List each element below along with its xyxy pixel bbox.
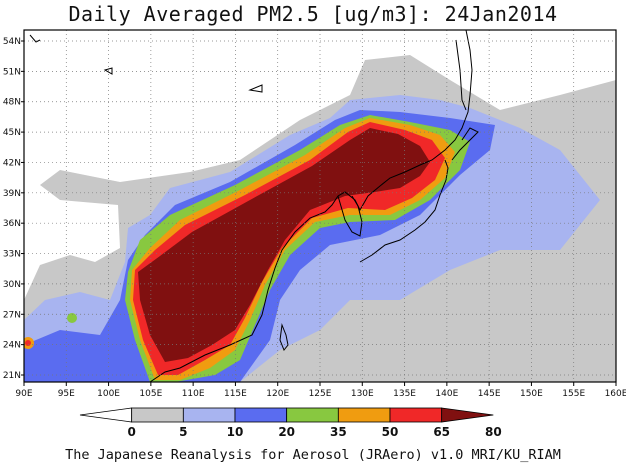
- lon-label: 105E: [139, 389, 162, 399]
- lat-label: 21N: [3, 371, 21, 381]
- colorbar-label: 10: [227, 425, 244, 439]
- lat-label: 30N: [3, 280, 21, 290]
- lat-label: 42N: [3, 158, 21, 168]
- lat-label: 27N: [3, 310, 21, 320]
- lon-label: 160E: [605, 389, 626, 399]
- lat-label: 54N: [3, 37, 21, 47]
- lon-label: 100E: [97, 389, 120, 399]
- colorbar-label: 20: [278, 425, 295, 439]
- lon-label: 145E: [478, 389, 501, 399]
- colorbar: 0 5 10 20 35 50 65 80: [80, 408, 502, 439]
- credit-line: The Japanese Reanalysis for Aerosol (JRA…: [0, 447, 626, 463]
- lon-label: 130E: [351, 389, 374, 399]
- lat-label: 48N: [3, 98, 21, 108]
- lon-label: 115E: [224, 389, 247, 399]
- colorbar-label: 80: [485, 425, 502, 439]
- lat-label: 36N: [3, 219, 21, 229]
- lat-label: 45N: [3, 128, 21, 138]
- colorbar-over-arrow: [442, 408, 494, 422]
- lon-label: 150E: [520, 389, 543, 399]
- colorbar-swatch: [390, 408, 442, 422]
- lat-label: 24N: [3, 341, 21, 351]
- colorbar-swatch: [338, 408, 390, 422]
- colorbar-swatch: [287, 408, 339, 422]
- lat-label: 39N: [3, 189, 21, 199]
- colorbar-label: 35: [330, 425, 347, 439]
- colorbar-label: 0: [127, 425, 135, 439]
- lat-label: 33N: [3, 250, 21, 260]
- lon-label: 125E: [309, 389, 332, 399]
- colorbar-label: 50: [382, 425, 399, 439]
- lon-label: 120E: [266, 389, 289, 399]
- colorbar-swatch: [183, 408, 235, 422]
- colorbar-label: 65: [433, 425, 450, 439]
- lat-label: 51N: [3, 67, 21, 77]
- lon-label: 140E: [435, 389, 458, 399]
- lon-label: 110E: [182, 389, 205, 399]
- lon-label: 155E: [562, 389, 585, 399]
- colorbar-under-arrow: [80, 408, 132, 422]
- lon-label: 135E: [393, 389, 416, 399]
- colorbar-swatch: [132, 408, 184, 422]
- lon-label: 90E: [15, 389, 32, 399]
- lon-label: 95E: [58, 389, 75, 399]
- colorbar-swatch: [235, 408, 287, 422]
- concentration-field: [22, 30, 616, 382]
- colorbar-label: 5: [179, 425, 187, 439]
